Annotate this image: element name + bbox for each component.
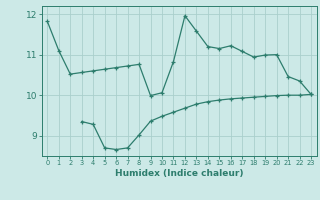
X-axis label: Humidex (Indice chaleur): Humidex (Indice chaleur) (115, 169, 244, 178)
